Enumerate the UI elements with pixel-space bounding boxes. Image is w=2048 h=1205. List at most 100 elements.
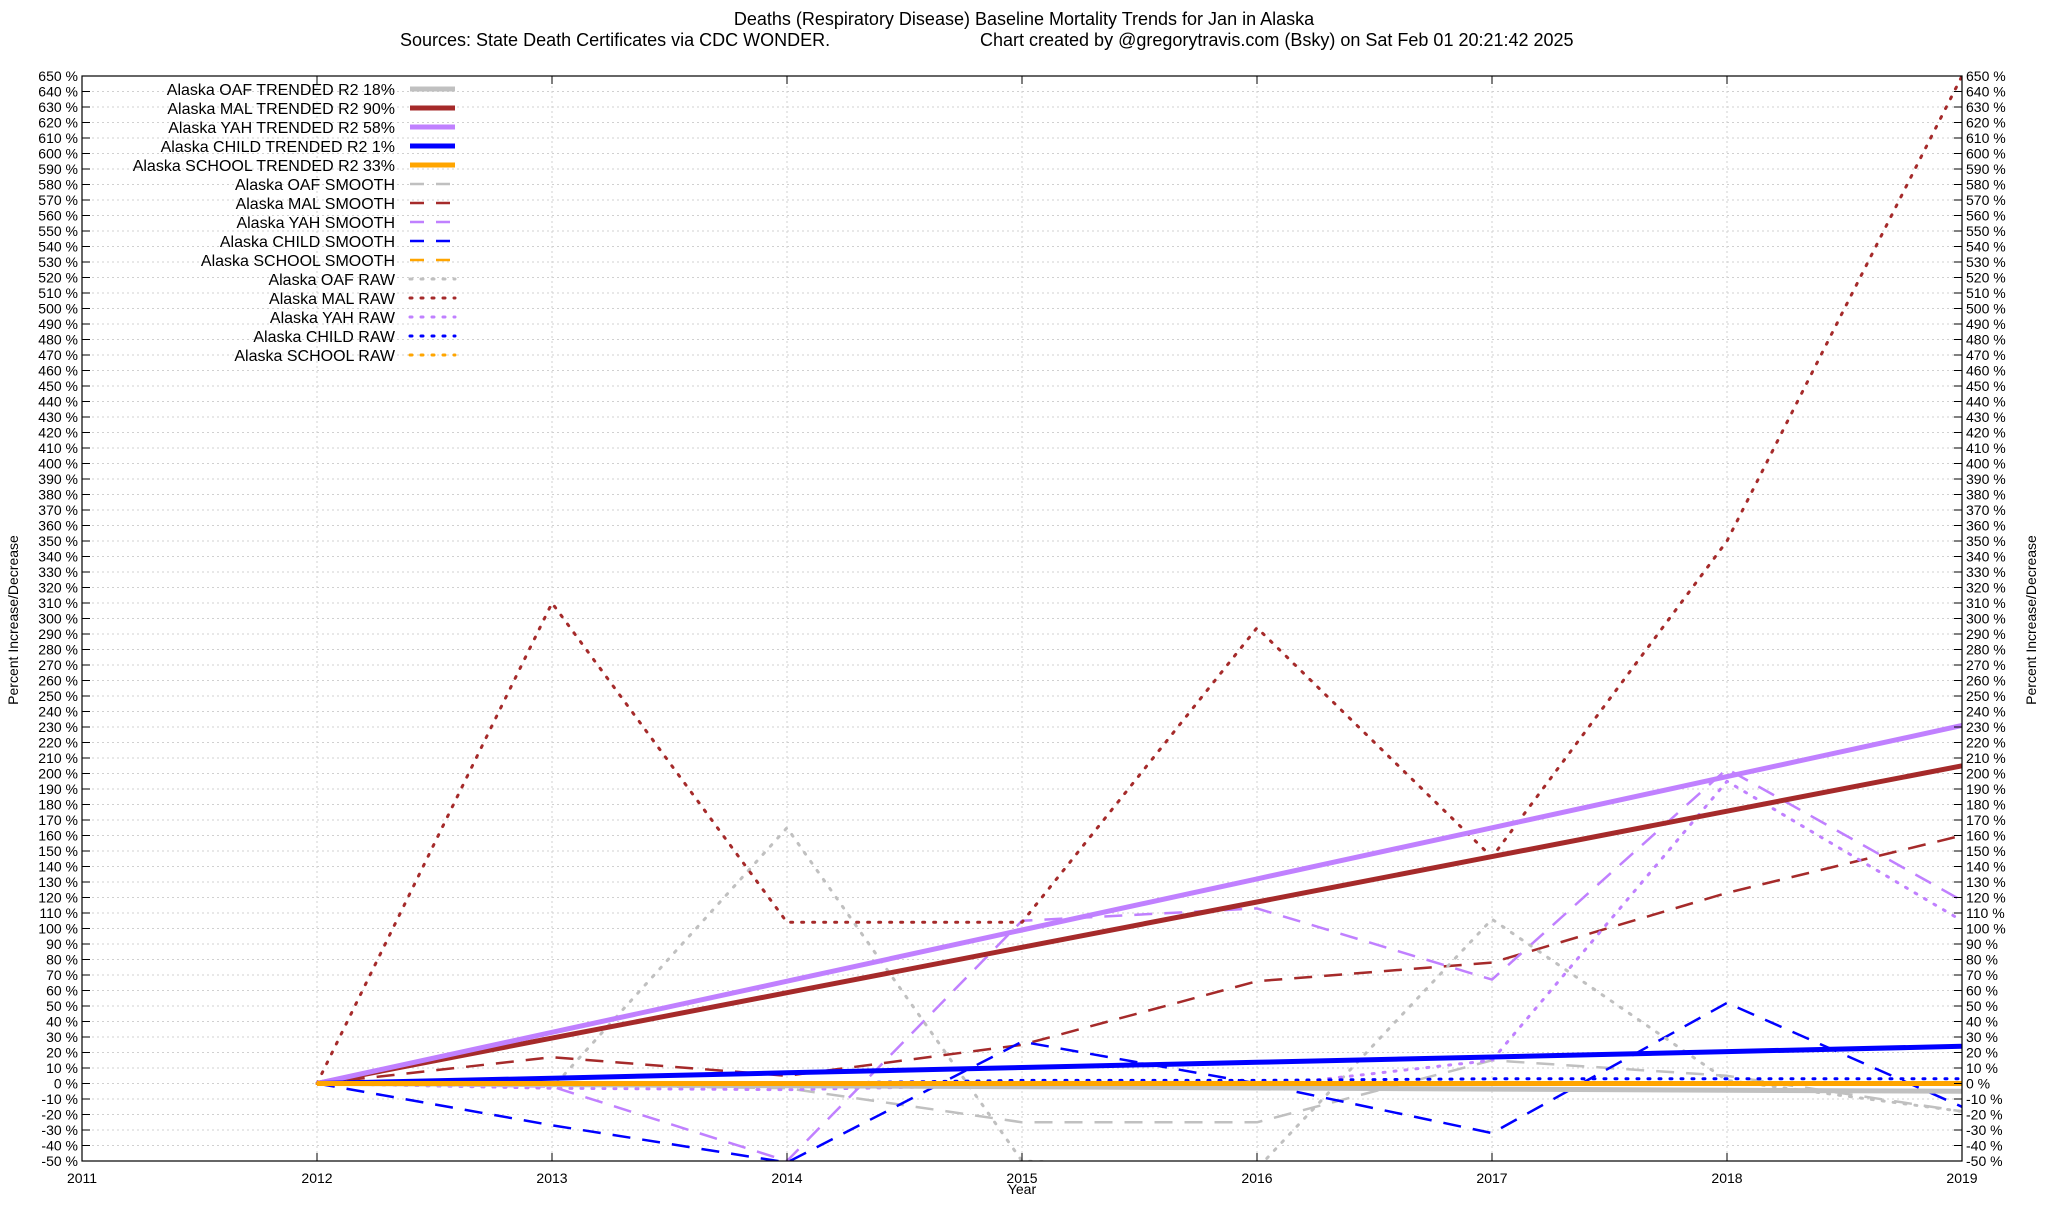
y-tick-label-right: 180 % [1966,797,2006,813]
y-tick-label-right: 240 % [1966,704,2006,720]
y-tick-label-right: 640 % [1966,84,2006,100]
y-tick-label-right: 160 % [1966,828,2006,844]
y-tick-label-left: 150 % [38,843,78,859]
x-axis-label: Year [1008,1181,1037,1197]
y-tick-label-left: -10 % [41,1091,78,1107]
y-tick-label-left: 640 % [38,84,78,100]
y-tick-label-left: -30 % [41,1122,78,1138]
axes: -50 % -50 %-40 % -40 %-30 % -30 %-20 % -20 %… [38,68,2005,1186]
series-line-alaska-mal-raw [315,76,1962,1085]
legend-label: Alaska OAF RAW [268,272,395,289]
series-line-alaska-mal-trended-r2-90 [316,763,1962,1086]
y-tick-label-right: 350 % [1966,533,2006,549]
legend-label: Alaska MAL TRENDED R2 90% [167,101,395,118]
y-tick-label-right: 0 % [1966,1076,1990,1092]
y-tick-label-left: 210 % [38,750,78,766]
series-line-alaska-yah-raw [315,779,1962,1092]
y-tick-label-left: 390 % [38,471,78,487]
y-tick-label-right: 80 % [1966,952,1998,968]
y-tick-label-left: -40 % [41,1138,78,1154]
y-tick-label-right: 380 % [1966,487,2006,503]
y-tick-label-right: -10 % [1966,1091,2003,1107]
x-tick-label: 2017 [1476,1170,1507,1186]
y-tick-label-right: 50 % [1966,998,1998,1014]
y-tick-label-right: 530 % [1966,254,2006,270]
legend-label: Alaska SCHOOL RAW [234,348,396,365]
x-tick-label: 2016 [1241,1170,1272,1186]
y-tick-label-left: 440 % [38,394,78,410]
y-tick-label-right: 190 % [1966,781,2006,797]
y-tick-label-left: 600 % [38,146,78,162]
legend-label: Alaska OAF SMOOTH [235,177,395,194]
y-tick-label-right: 510 % [1966,285,2006,301]
y-tick-label-left: 420 % [38,425,78,441]
y-tick-label-right: 560 % [1966,208,2006,224]
y-tick-label-left: 530 % [38,254,78,270]
y-tick-label-right: 620 % [1966,115,2006,131]
legend-label: Alaska MAL RAW [269,291,396,308]
y-tick-label-right: 420 % [1966,425,2006,441]
plot-frame [81,75,1963,1162]
y-tick-label-left: 380 % [38,487,78,503]
y-tick-label-right: 70 % [1966,967,1998,983]
y-tick-label-left: 500 % [38,301,78,317]
y-tick-label-right: 360 % [1966,518,2006,534]
legend: Alaska OAF TRENDED R2 18% Alaska MAL TREN… [133,82,457,365]
y-tick-label-left: 450 % [38,378,78,394]
legend-label: Alaska YAH SMOOTH [236,215,395,232]
y-tick-label-right: 600 % [1966,146,2006,162]
y-tick-label-right: 10 % [1966,1060,1998,1076]
legend-label: Alaska OAF TRENDED R2 18% [167,82,395,99]
y-tick-label-left: 200 % [38,766,78,782]
y-tick-label-left: 170 % [38,812,78,828]
chart-subtitle-credit: Chart created by @gregorytravis.com (Bsk… [980,30,1574,50]
y-tick-label-right: 130 % [1966,874,2006,890]
y-tick-label-left: 230 % [38,719,78,735]
y-tick-label-left: -20 % [41,1107,78,1123]
y-tick-label-left: 320 % [38,580,78,596]
series-line-alaska-child-smooth [316,1001,1962,1161]
y-tick-label-right: 280 % [1966,642,2006,658]
y-axis-label-left: Percent Increase/Decrease [5,535,21,705]
y-tick-label-right: 500 % [1966,301,2006,317]
y-tick-label-right: 610 % [1966,130,2006,146]
y-tick-label-right: 220 % [1966,735,2006,751]
y-tick-label-right: 260 % [1966,673,2006,689]
y-tick-label-right: 430 % [1966,409,2006,425]
legend-label: Alaska SCHOOL SMOOTH [201,253,395,270]
y-tick-label-left: 60 % [46,983,78,999]
legend-label: Alaska SCHOOL TRENDED R2 33% [133,158,395,175]
y-tick-label-left: 90 % [46,936,78,952]
y-tick-label-left: 130 % [38,874,78,890]
y-tick-label-left: 250 % [38,688,78,704]
series-line-alaska-yah-trended-r2-58 [316,723,1962,1086]
y-tick-label-left: 650 % [38,68,78,84]
y-tick-label-left: 580 % [38,177,78,193]
y-tick-label-right: 330 % [1966,564,2006,580]
y-tick-label-left: 0 % [54,1076,78,1092]
y-tick-label-left: 400 % [38,456,78,472]
y-tick-label-right: 370 % [1966,502,2006,518]
y-tick-label-right: 570 % [1966,192,2006,208]
y-tick-label-right: -50 % [1966,1153,2003,1169]
y-tick-label-right: 110 % [1966,905,2005,921]
legend-label: Alaska MAL SMOOTH [236,196,395,213]
legend-label: Alaska YAH TRENDED R2 58% [168,120,395,137]
x-tick-label: 2011 [67,1170,97,1186]
y-tick-label-right: 460 % [1966,363,2006,379]
legend-label: Alaska CHILD SMOOTH [220,234,395,251]
y-tick-label-right: 550 % [1966,223,2006,239]
y-tick-label-left: 20 % [46,1045,78,1061]
y-tick-label-left: 100 % [38,921,78,937]
y-axis-label-right: Percent Increase/Decrease [2023,535,2039,705]
x-tick-label: 2013 [536,1170,567,1186]
y-tick-label-right: 20 % [1966,1045,1998,1061]
y-tick-label-left: 480 % [38,332,78,348]
chart-subtitle-source: Sources: State Death Certificates via CD… [400,30,830,50]
y-tick-label-left: 510 % [38,285,78,301]
y-tick-label-right: 580 % [1966,177,2006,193]
series-line-alaska-yah-smooth [316,767,1962,1161]
y-tick-label-right: 200 % [1966,766,2006,782]
y-tick-label-right: -40 % [1966,1138,2003,1154]
